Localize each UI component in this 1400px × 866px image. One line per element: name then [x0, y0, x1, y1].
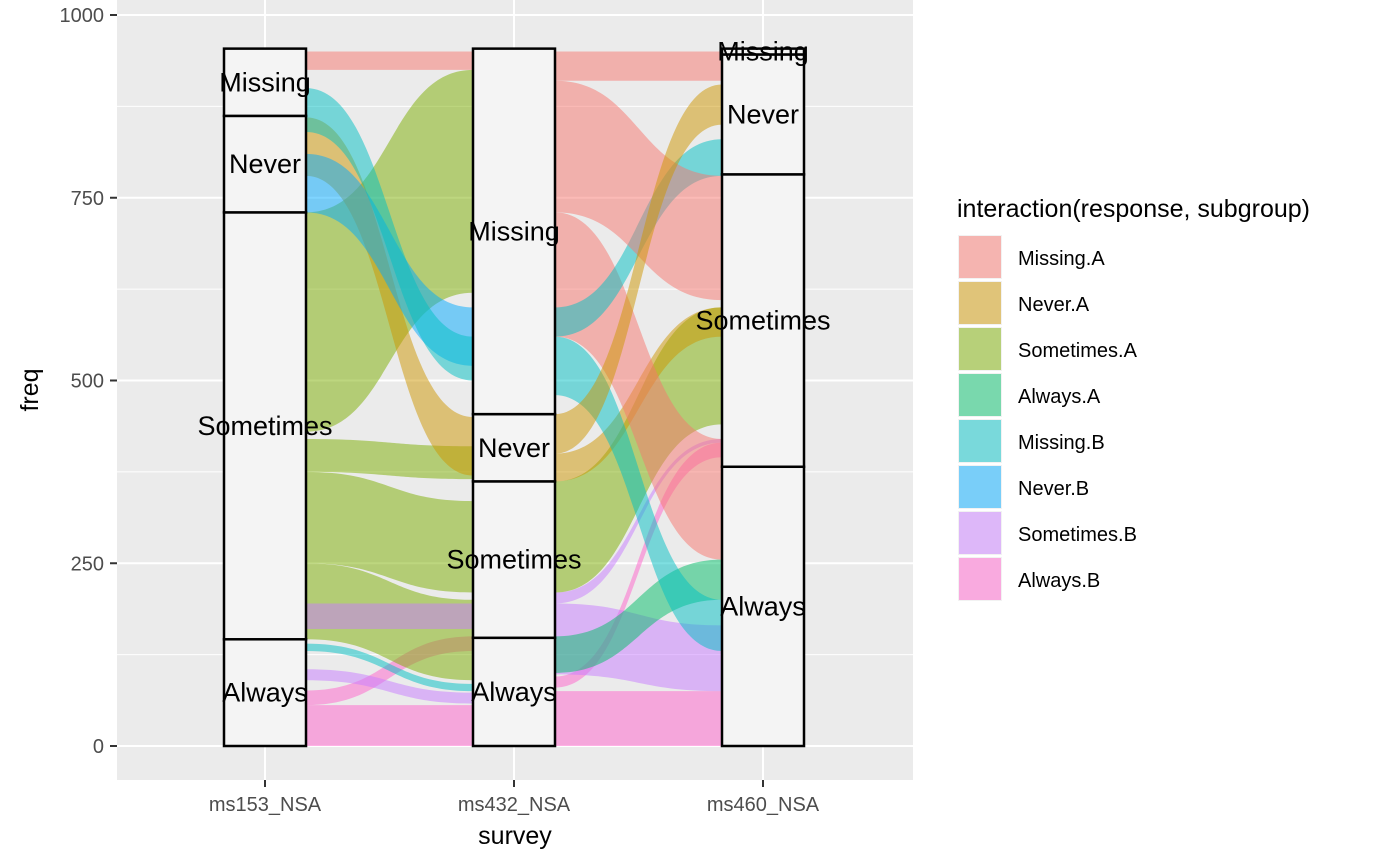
legend-label: Always.B — [1018, 570, 1100, 592]
stratum-label: Always — [720, 591, 806, 621]
legend-swatch — [959, 512, 1001, 554]
legend-swatch — [959, 420, 1001, 462]
y-tick-label: 750 — [71, 188, 104, 210]
stratum-missing — [471, 47, 557, 416]
stratum-label: Missing — [468, 216, 560, 246]
stratum-label: Sometimes — [197, 411, 332, 441]
stratum-label: Never — [478, 433, 550, 463]
flow-missing-a — [306, 51, 473, 70]
x-tick-label: ms460_NSA — [707, 794, 820, 816]
flow-missing-a — [555, 51, 722, 81]
legend-label: Never.B — [1018, 478, 1089, 500]
flow-sometimes-b — [306, 603, 473, 630]
y-axis-title: freq — [16, 368, 44, 411]
legend: interaction(response, subgroup) Missing.… — [957, 195, 1310, 601]
stratum-always — [222, 638, 308, 748]
legend-swatch — [959, 466, 1001, 508]
legend-label: Sometimes.A — [1018, 340, 1138, 362]
stratum-label: Missing — [219, 67, 311, 97]
stratum-never — [720, 53, 806, 176]
x-axis-title: survey — [478, 822, 552, 850]
legend-swatch — [959, 374, 1001, 416]
legend-title: interaction(response, subgroup) — [957, 195, 1310, 223]
legend-label: Missing.A — [1018, 248, 1105, 270]
stratum-always — [471, 636, 557, 748]
flow-missing-a — [555, 80, 722, 301]
flow-missing-b — [306, 643, 473, 692]
y-tick-label: 500 — [71, 371, 104, 393]
flow-never-a — [555, 84, 722, 454]
stratum-missing — [222, 47, 308, 118]
stratum-never — [471, 412, 557, 483]
flow-sometimes-b — [306, 669, 473, 704]
legend-swatch — [959, 328, 1001, 370]
y-tick-label: 1000 — [60, 5, 105, 27]
stratum-sometimes — [720, 173, 806, 469]
legend-label: Never.A — [1018, 294, 1090, 316]
stratum-label: Never — [727, 99, 799, 129]
legend-label: Always.A — [1018, 386, 1101, 408]
x-tick-label: ms432_NSA — [458, 794, 571, 816]
flow-sometimes-a — [306, 438, 473, 480]
stratum-sometimes — [471, 480, 557, 640]
x-tick-label: ms153_NSA — [209, 794, 322, 816]
stratum-always — [720, 465, 806, 748]
flow-sometimes-a — [555, 307, 722, 593]
flow-always-b — [555, 442, 722, 688]
stratum-label: Never — [229, 149, 301, 179]
y-tick-label: 250 — [71, 553, 104, 575]
strata: Always Sometimes Never Missing Always Sometim… — [197, 37, 831, 748]
legend-swatch — [959, 236, 1001, 278]
legend-label: Missing.B — [1018, 432, 1105, 454]
flow-sometimes-b — [555, 603, 722, 692]
flow-always-b — [306, 705, 473, 746]
stratum-missing — [720, 47, 806, 56]
legend-label: Sometimes.B — [1018, 524, 1137, 546]
flow-missing-b — [306, 88, 473, 381]
x-axis: ms153_NSA ms432_NSA ms460_NSA — [209, 780, 820, 816]
stratum-label: Sometimes — [446, 545, 581, 575]
stratum-label: Missing — [717, 37, 809, 67]
legend-swatch — [959, 558, 1001, 600]
stratum-label: Always — [471, 677, 557, 707]
stratum-never — [222, 114, 308, 214]
flow-sometimes-a — [306, 471, 473, 593]
legend-swatch — [959, 282, 1001, 324]
flow-always-b — [555, 691, 722, 746]
flows — [306, 51, 722, 746]
y-tick-label: 0 — [93, 736, 104, 758]
stratum-label: Always — [222, 678, 308, 708]
stratum-label: Sometimes — [695, 306, 830, 336]
y-axis: 0 250 500 750 1000 — [60, 5, 117, 758]
